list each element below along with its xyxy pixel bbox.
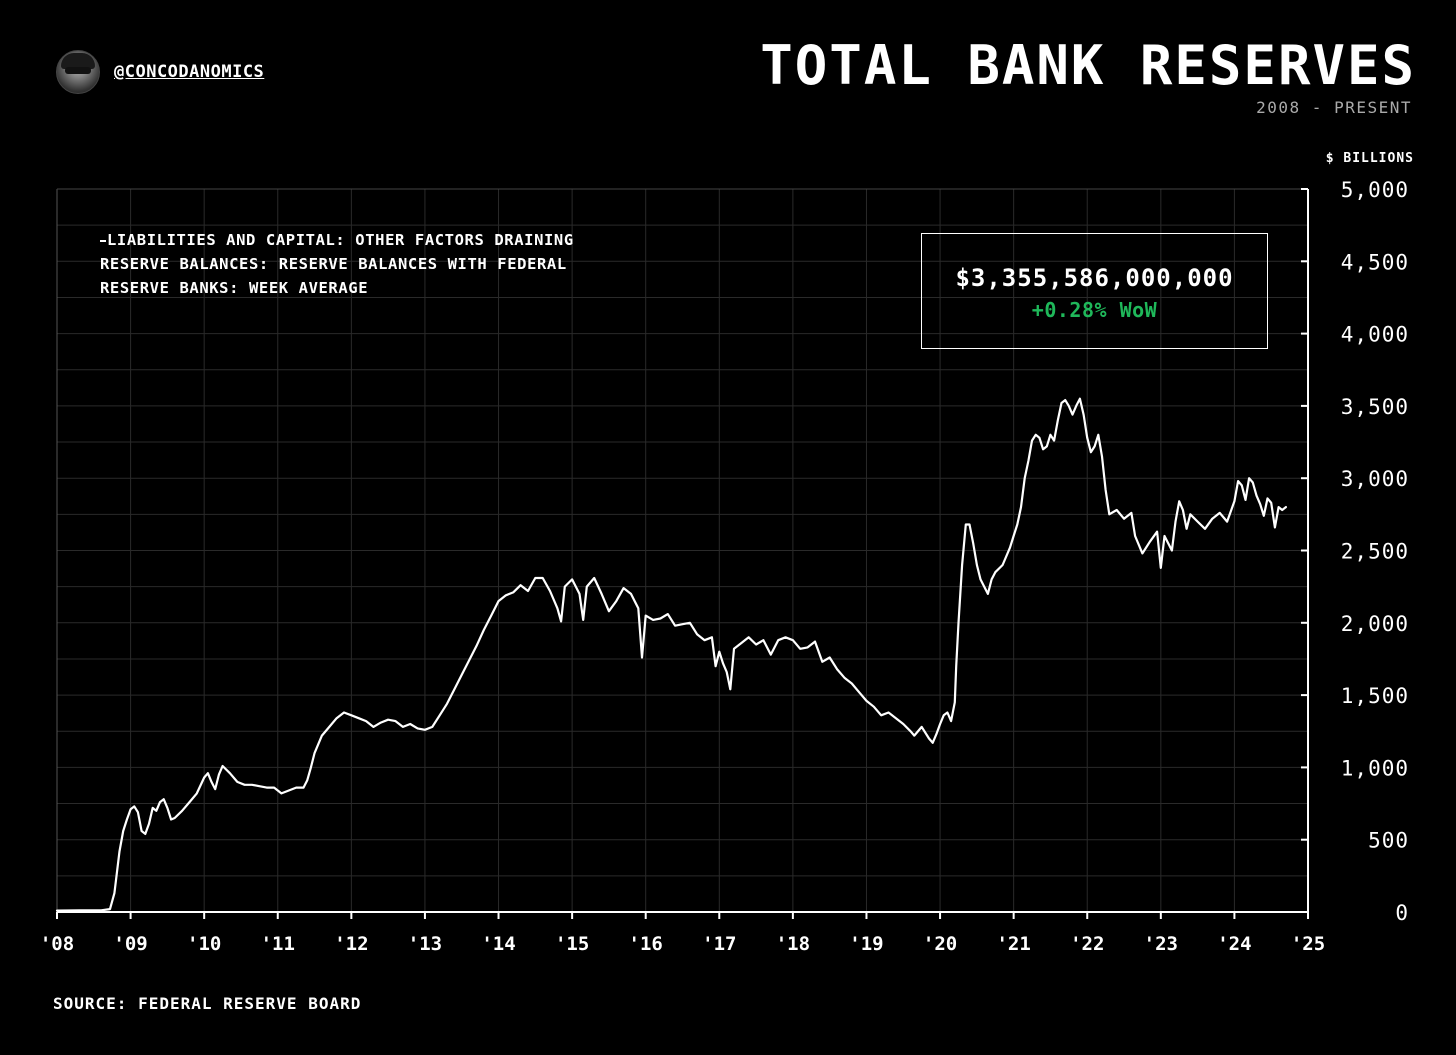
axes [56, 188, 1309, 913]
x-tick-label: '17 [702, 933, 736, 955]
author-handle-link[interactable]: @CONCODANOMICS [114, 62, 265, 82]
y-tick-label: 3,000 [1341, 467, 1409, 491]
avatar[interactable] [56, 50, 100, 94]
x-tick-label: '22 [1070, 933, 1104, 955]
y-tick-label: 4,500 [1341, 250, 1409, 274]
x-tick-label: '24 [1217, 933, 1251, 955]
y-tick-label: 3,500 [1341, 395, 1409, 419]
x-tick-label: '13 [408, 933, 442, 955]
y-tick-label: 500 [1368, 829, 1409, 853]
x-tick-label: '21 [996, 933, 1030, 955]
legend-series-name: LIABILITIES AND CAPITAL: OTHER FACTORS D… [100, 231, 574, 297]
x-tick-label: '11 [261, 933, 295, 955]
x-tick-label: '20 [923, 933, 957, 955]
series-legend: LIABILITIES AND CAPITAL: OTHER FACTORS D… [100, 228, 630, 300]
y-tick-label: 2,000 [1341, 612, 1409, 636]
x-tick-label: '10 [187, 933, 221, 955]
latest-value: $3,355,586,000,000 [955, 264, 1234, 292]
x-tick-label: '08 [40, 933, 74, 955]
x-tick-label: '16 [629, 933, 663, 955]
grid-lines [56, 188, 1309, 913]
avatar-mask-shape [65, 67, 91, 74]
week-over-week-change: +0.28% WoW [1031, 298, 1158, 322]
y-axis-unit-label: $ BILLIONS [1325, 151, 1414, 166]
x-tick-label: '18 [776, 933, 810, 955]
y-tick-label: 5,000 [1341, 178, 1409, 202]
y-axis-ticks: 0 500 1,000 1,500 2,000 2,500 3,000 3,500 4,000 4… [1301, 178, 1409, 925]
x-tick-label: '12 [334, 933, 368, 955]
y-tick-label: 2,500 [1341, 540, 1409, 564]
header-brand: @CONCODANOMICS [56, 50, 264, 94]
avatar-hood-shape [61, 53, 95, 69]
x-axis-ticks: '08 '09 '10 '11 '12 '13 '14 '15 '16 '17 '18 '19 '20 '… [40, 912, 1325, 955]
chart-title: TOTAL BANK RESERVES [760, 34, 1416, 97]
y-tick-label: 4,000 [1341, 323, 1409, 347]
source-note: SOURCE: FEDERAL RESERVE BOARD [53, 994, 362, 1013]
x-tick-label: '09 [113, 933, 147, 955]
x-tick-label: '25 [1291, 933, 1325, 955]
x-tick-label: '15 [555, 933, 589, 955]
chart-subtitle: 2008 - PRESENT [1256, 98, 1412, 117]
x-tick-label: '14 [481, 933, 515, 955]
y-tick-label: 1,500 [1341, 684, 1409, 708]
series-line-total-reserves [55, 397, 1287, 912]
latest-value-callout: $3,355,586,000,000 +0.28% WoW [921, 233, 1268, 349]
y-tick-label: 1,000 [1341, 756, 1409, 780]
y-tick-label: 0 [1395, 901, 1409, 925]
x-tick-label: '23 [1144, 933, 1178, 955]
legend-line-swatch [100, 239, 106, 242]
x-tick-label: '19 [849, 933, 883, 955]
